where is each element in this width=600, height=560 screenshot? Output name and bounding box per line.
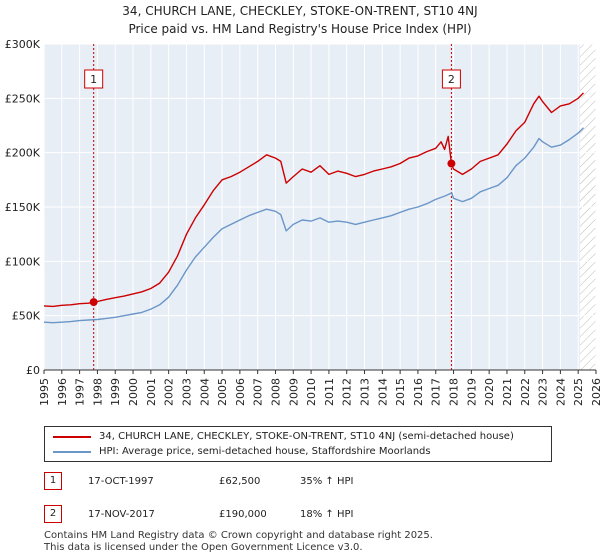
x-tick-label: 2002 xyxy=(163,378,176,406)
x-tick-label: 2025 xyxy=(572,378,585,406)
x-tick-label: 2012 xyxy=(341,378,354,406)
price-chart: £0 £50K £100K £150K £200K £250K £300K 1995 1996 1… xyxy=(5,38,600,406)
x-tick-label: 2018 xyxy=(448,378,461,406)
x-tick-label: 2004 xyxy=(198,378,211,406)
annotation-box xyxy=(84,69,104,89)
x-tick-label: 2021 xyxy=(501,378,514,406)
transaction-point xyxy=(447,159,456,168)
transaction-row: 1 17-OCT-1997 £62,500 35% ↑ HPI xyxy=(44,472,564,492)
x-tick-label: 2006 xyxy=(234,378,247,406)
x-tick-label: 2001 xyxy=(145,378,158,406)
transaction-hpi-change: 18% ↑ HPI xyxy=(300,509,354,520)
x-tick-label: 1997 xyxy=(74,378,87,406)
legend-label-hpi: HPI: Average price, semi-detached house,… xyxy=(99,446,431,457)
title-line-2: Price paid vs. HM Land Registry's House … xyxy=(128,22,472,36)
x-tick-label: 2017 xyxy=(430,378,443,406)
x-tick-label: 1998 xyxy=(91,378,104,406)
x-tick-label: 2000 xyxy=(127,378,140,406)
x-tick-label: 2010 xyxy=(305,378,318,406)
x-tick-label: 2019 xyxy=(465,378,478,406)
annotation-label: 1 xyxy=(90,73,97,86)
x-tick-label: 2007 xyxy=(252,378,265,406)
legend-label-price: 34, CHURCH LANE, CHECKLEY, STOKE-ON-TREN… xyxy=(99,431,514,442)
x-tick-label: 2024 xyxy=(554,378,567,406)
transaction-marker-label: 2 xyxy=(44,505,62,523)
y-tick-label: £250K xyxy=(5,92,41,105)
x-tick-label: 2009 xyxy=(287,378,300,406)
x-tick-label: 1996 xyxy=(56,378,69,406)
annotation-label: 2 xyxy=(448,73,455,86)
legend-swatch-hpi xyxy=(53,451,91,453)
y-tick-label: £300K xyxy=(5,38,41,51)
x-tick-label: 2023 xyxy=(537,378,550,406)
title-line-1: 34, CHURCH LANE, CHECKLEY, STOKE-ON-TREN… xyxy=(122,4,478,18)
transaction-hpi-change: 35% ↑ HPI xyxy=(300,476,354,487)
chart-title: 34, CHURCH LANE, CHECKLEY, STOKE-ON-TREN… xyxy=(0,2,600,38)
x-tick-label: 2003 xyxy=(180,378,193,406)
x-tick-label: 2026 xyxy=(590,378,600,406)
legend: 34, CHURCH LANE, CHECKLEY, STOKE-ON-TREN… xyxy=(44,426,552,462)
footer-copyright: Contains HM Land Registry data © Crown c… xyxy=(44,530,433,541)
hpi-series-line xyxy=(43,127,584,324)
transaction-row: 2 17-NOV-2017 £190,000 18% ↑ HPI xyxy=(44,505,564,525)
transaction-price: £62,500 xyxy=(219,476,261,487)
transaction-date: 17-OCT-1997 xyxy=(88,476,154,487)
legend-swatch-price xyxy=(53,436,91,438)
x-tick-label: 2016 xyxy=(412,378,425,406)
x-tick-label: 2014 xyxy=(376,378,389,406)
transaction-marker-label: 1 xyxy=(44,472,62,490)
x-tick-label: 1999 xyxy=(109,378,122,406)
x-tick-label: 1995 xyxy=(38,378,51,406)
footer-licence: This data is licensed under the Open Gov… xyxy=(44,542,363,553)
x-tick-label: 2008 xyxy=(269,378,282,406)
x-tick-label: 2022 xyxy=(519,378,532,406)
x-tick-label: 2015 xyxy=(394,378,407,406)
y-tick-label: £100K xyxy=(5,255,41,268)
transaction-date: 17-NOV-2017 xyxy=(88,509,155,520)
transaction-point xyxy=(89,298,98,307)
price-series-line xyxy=(43,92,584,308)
x-tick-label: 2013 xyxy=(359,378,372,406)
y-tick-label: £150K xyxy=(5,201,41,214)
footer: Contains HM Land Registry data © Crown c… xyxy=(44,530,433,554)
x-tick-label: 2005 xyxy=(216,378,229,406)
x-tick-label: 2011 xyxy=(323,378,336,406)
y-tick-label: £50K xyxy=(12,310,41,323)
y-tick-label: £0 xyxy=(26,364,40,377)
y-tick-label: £200K xyxy=(5,147,41,160)
x-tick-label: 2020 xyxy=(483,378,496,406)
transaction-price: £190,000 xyxy=(219,509,267,520)
annotation-box xyxy=(441,69,461,89)
